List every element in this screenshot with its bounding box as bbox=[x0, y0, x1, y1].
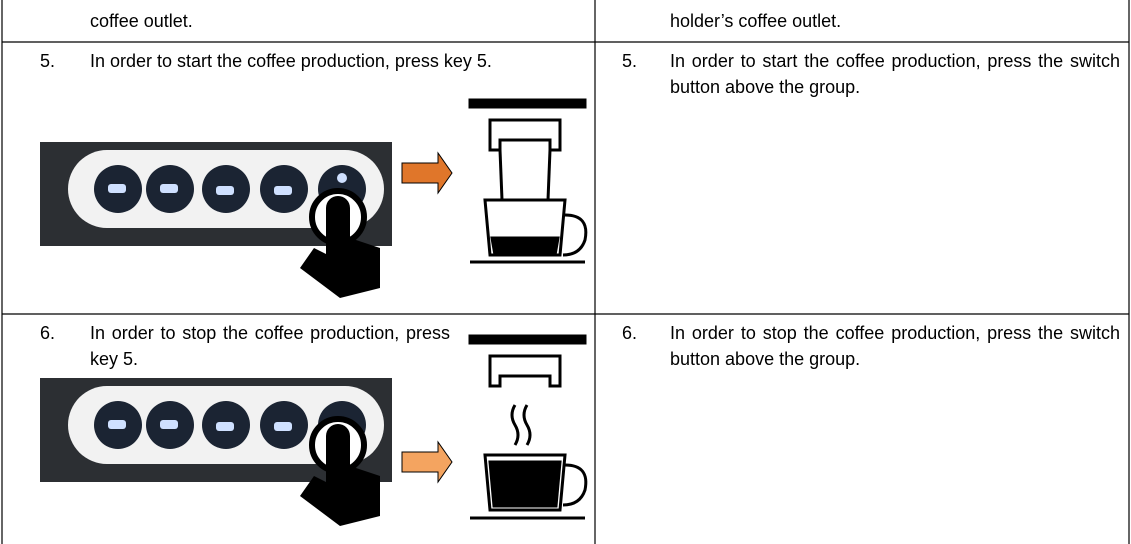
keypad-illustration bbox=[40, 378, 392, 526]
cell-text: In order to start the coffee production,… bbox=[90, 51, 492, 71]
step-number: 6. bbox=[40, 323, 56, 343]
keypad-illustration bbox=[40, 142, 392, 298]
cell-text: coffee outlet. bbox=[90, 11, 193, 31]
coffee-cup-illustration bbox=[468, 334, 588, 520]
arrow bbox=[401, 151, 453, 195]
step-number: 5. bbox=[622, 51, 638, 71]
cell-text: In order to start the coffee production,… bbox=[670, 51, 1120, 97]
step-number: 6. bbox=[622, 323, 638, 343]
cell-text: holder’s coffee outlet. bbox=[670, 11, 842, 31]
coffee-machine-illustration bbox=[468, 98, 588, 264]
cell-text: In order to stop the coffee production, … bbox=[90, 323, 450, 369]
step-number: 5. bbox=[40, 51, 56, 71]
cell-text: In order to stop the coffee production, … bbox=[670, 323, 1120, 369]
arrow bbox=[401, 440, 453, 484]
